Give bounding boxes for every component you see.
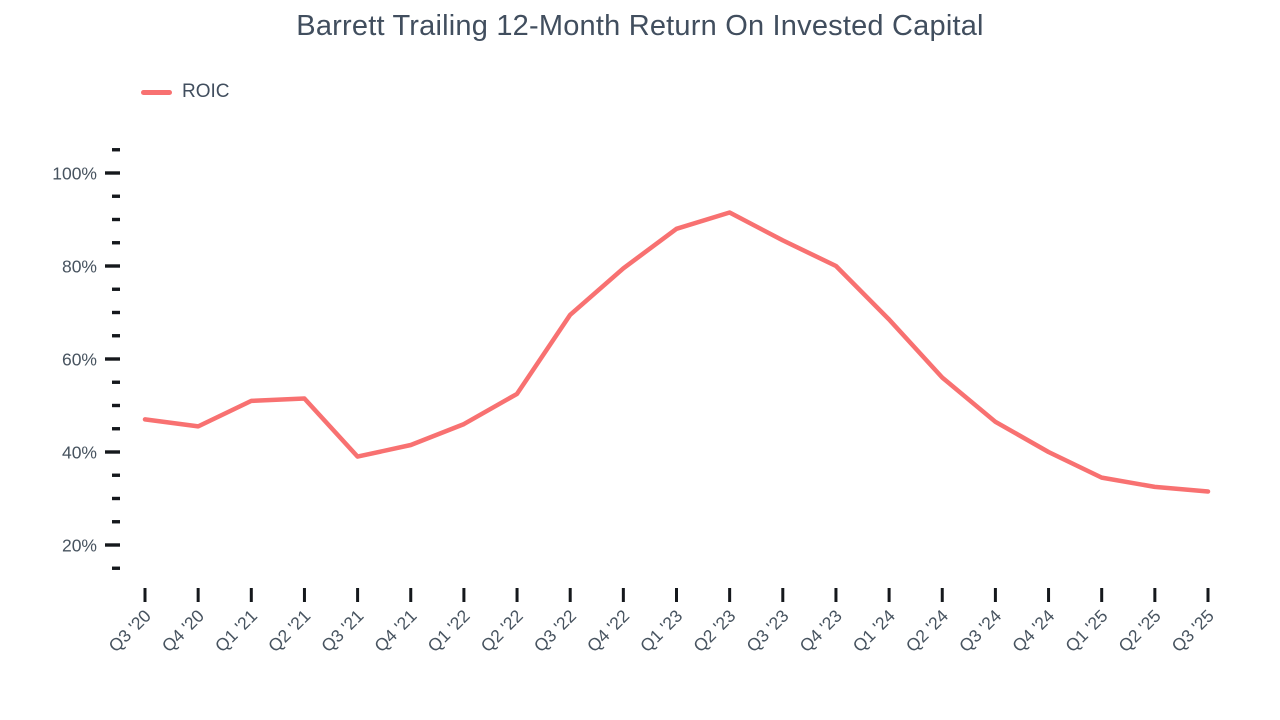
x-axis-label: Q1 '25 [1061,606,1111,656]
x-axis-label: Q3 '20 [105,605,155,655]
x-axis-label: Q3 '21 [317,606,367,656]
x-axis-label: Q4 '20 [158,605,208,655]
x-axis-label: Q2 '23 [689,606,739,656]
x-axis-label: Q3 '22 [530,606,580,656]
x-axis-label: Q4 '23 [796,606,846,656]
x-axis-label: Q3 '24 [955,605,1005,655]
x-axis-label: Q2 '21 [264,606,314,656]
x-axis-label: Q2 '22 [477,606,527,656]
x-axis-label: Q4 '21 [370,606,420,656]
x-axis-label: Q1 '23 [636,606,686,656]
legend-label-roic: ROIC [182,81,230,102]
x-axis-label: Q3 '23 [742,606,792,656]
x-axis-label: Q1 '21 [211,606,261,656]
x-axis-label: Q1 '24 [849,605,899,655]
x-axis-label: Q4 '24 [1008,605,1058,655]
x-axis-label: Q1 '22 [424,606,474,656]
y-axis-label: 60% [62,349,97,369]
y-axis-label: 40% [62,442,97,462]
x-axis-label: Q4 '22 [583,606,633,656]
y-axis-label: 100% [52,163,97,183]
y-axis-label: 20% [62,535,97,555]
legend: ROIC [141,81,230,103]
x-axis-label: Q2 '25 [1114,606,1164,656]
legend-swatch-roic-icon [141,89,172,95]
x-axis-label: Q3 '25 [1168,606,1218,656]
chart-title: Barrett Trailing 12-Month Return On Inve… [296,10,984,42]
roic-line-series [142,210,1211,494]
x-axis-label: Q2 '24 [902,605,952,655]
y-axis-label: 80% [62,256,97,276]
